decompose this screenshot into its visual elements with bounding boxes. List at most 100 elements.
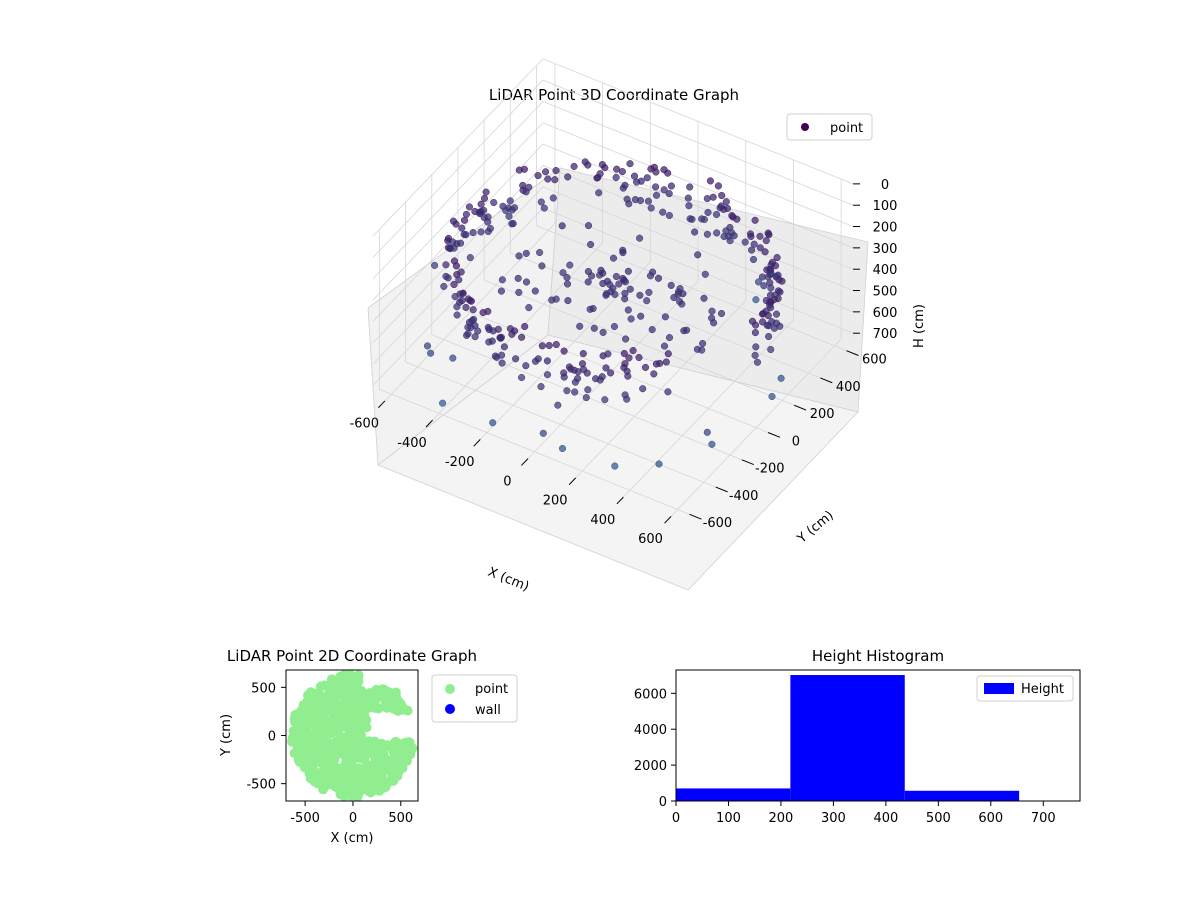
x-tick-label-3d: -200 (445, 455, 475, 470)
x-tick-label-3d: 0 (503, 474, 511, 489)
point-3d (712, 210, 721, 219)
point-3d (630, 172, 639, 180)
point-2d (342, 736, 353, 747)
point-3d (549, 194, 557, 202)
point-2d (332, 763, 343, 773)
point-3d (622, 335, 630, 343)
point-2d (400, 737, 411, 748)
point-3d (518, 333, 526, 341)
point-3d (598, 161, 606, 169)
point-3d (709, 193, 717, 201)
point-2d (366, 769, 377, 780)
point-3d (509, 220, 517, 228)
x-tick-label-3d: -600 (350, 417, 380, 432)
point-2d (392, 771, 403, 781)
point-2d (392, 705, 403, 716)
legend-3d-box (786, 113, 873, 141)
point-3d (626, 285, 634, 293)
point-3d (644, 197, 652, 205)
point-3d (431, 261, 439, 269)
point-2d (360, 716, 371, 727)
point-3d (552, 295, 560, 303)
z-tick-label-3d: 300 (873, 242, 898, 257)
point-3d (703, 195, 711, 203)
y-tick-label-2d: -500 (246, 778, 276, 793)
y-axis-label-2d: Y (cm) (219, 714, 234, 757)
point-3d (510, 204, 519, 212)
point-3d (484, 218, 492, 226)
point-3d (771, 291, 779, 299)
points-3d (423, 158, 786, 470)
point-3d (480, 194, 489, 202)
point-3d (491, 352, 499, 360)
point-3d (570, 366, 578, 374)
gridline-floor-x (670, 338, 842, 517)
x-tick-3d (377, 400, 386, 409)
point-3d (700, 215, 708, 224)
y-tick-label-3d: -600 (703, 516, 733, 531)
y-tick-label-histogram: 6000 (634, 687, 667, 702)
point-3d (558, 444, 567, 453)
point-3d (489, 419, 497, 427)
point-3d (684, 194, 692, 202)
point-2d (350, 684, 361, 695)
point-2d (316, 692, 326, 703)
point-3d (486, 224, 494, 233)
z-tick-label-3d: 400 (873, 263, 898, 278)
point-3d (703, 230, 711, 238)
point-3d (427, 349, 435, 357)
point-3d (594, 173, 602, 182)
point-3d (551, 176, 559, 184)
point-2d (372, 740, 383, 750)
point-2d (340, 698, 351, 709)
point-2d (385, 776, 396, 787)
x-tick-3d (664, 516, 672, 524)
point-3d (514, 274, 522, 282)
x-tick-label-3d: 200 (543, 494, 568, 509)
point-2d (290, 730, 301, 741)
point-3d (558, 222, 566, 230)
point-3d (623, 195, 631, 203)
legend-histogram-label: Height (1021, 682, 1064, 697)
point-3d (525, 304, 533, 312)
point-3d (566, 261, 574, 269)
point-3d (752, 321, 760, 329)
z-axis-label-3d: H (cm) (912, 304, 927, 348)
point-3d (749, 255, 758, 264)
point-3d (627, 315, 635, 323)
point-3d (545, 341, 553, 350)
point-2d (329, 754, 340, 765)
point-3d (500, 343, 508, 351)
point-3d (439, 399, 447, 407)
point-3d (450, 280, 458, 289)
point-3d (475, 208, 483, 216)
point-3d (522, 362, 530, 370)
histogram-bar (904, 790, 1020, 801)
point-3d (762, 296, 770, 305)
legend-2d-label-point: point (475, 682, 508, 697)
point-3d (753, 358, 762, 366)
point-3d (708, 440, 716, 448)
z-tick-label-3d: 200 (873, 221, 898, 236)
gridline-height (372, 100, 854, 280)
point-3d (519, 181, 527, 189)
point-3d (537, 198, 545, 206)
point-3d (469, 229, 477, 237)
x-axis-label-3d: X (cm) (486, 565, 531, 595)
chart-2d: LiDAR Point 2D Coordinate Graph -500 0 500… (219, 647, 518, 846)
point-2d (310, 707, 321, 717)
legend-2d-marker-wall (445, 704, 455, 714)
point-3d (470, 315, 478, 323)
y-tick-label-histogram: 0 (659, 795, 667, 810)
point-3d (552, 340, 560, 349)
x-tick-3d (473, 439, 481, 447)
point-3d (747, 232, 755, 241)
x-tick-label-histogram: 400 (873, 811, 898, 826)
point-3d (667, 182, 675, 190)
point-3d (582, 394, 590, 402)
point-3d (647, 165, 655, 173)
point-3d (728, 229, 736, 237)
point-2d (289, 713, 300, 724)
point-2d (319, 769, 330, 780)
point-3d (756, 244, 764, 252)
